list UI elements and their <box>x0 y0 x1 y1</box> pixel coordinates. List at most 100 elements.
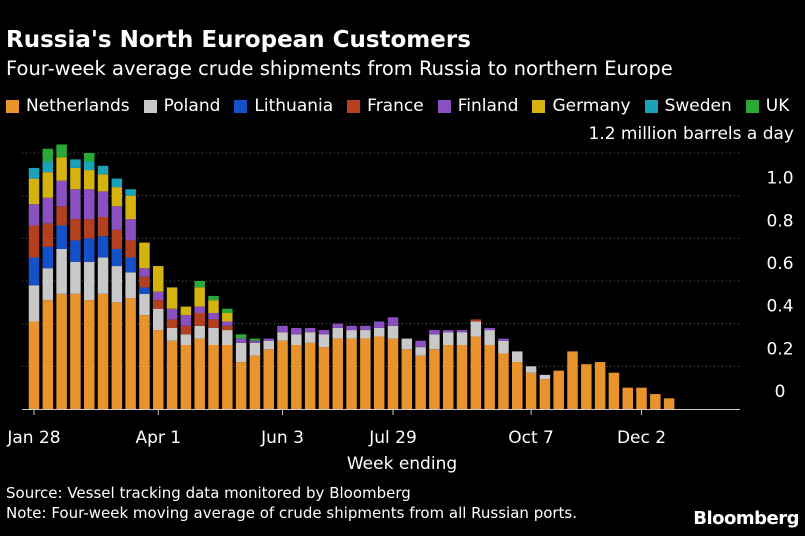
bar-segment-lithuania <box>125 257 136 273</box>
bar-segment-poland <box>442 332 454 345</box>
bar-segment-netherlands <box>194 338 205 409</box>
legend-swatch-france <box>347 99 361 113</box>
bar-segment-germany <box>42 172 54 198</box>
bar-segment-netherlands <box>415 355 426 409</box>
bar-segment-poland <box>263 340 274 350</box>
bar-segment-france <box>153 300 164 309</box>
bar-segment-france <box>56 206 67 226</box>
bar-segment-uk <box>42 148 54 162</box>
legend-item-lithuania: Lithuania <box>234 96 333 116</box>
legend-swatch-poland <box>143 99 157 113</box>
bar-segment-netherlands <box>539 379 551 409</box>
bar-segment-netherlands <box>332 338 344 409</box>
bar-segment-france <box>166 319 178 328</box>
legend-swatch-uk <box>745 99 759 113</box>
bar-segment-uk <box>222 308 233 313</box>
bar-segment-poland <box>111 266 123 303</box>
x-tick-label: Jun 3 <box>260 428 304 448</box>
bar-segment-poland <box>484 330 495 345</box>
bar-segment-poland <box>97 257 109 294</box>
bar-segment-netherlands <box>442 345 454 409</box>
bar-segment-uk <box>194 281 205 288</box>
bar-segment-lithuania <box>28 257 40 286</box>
bar-segment-netherlands <box>97 293 109 409</box>
bar-segment-finland <box>277 325 288 333</box>
bar-segment-lithuania <box>56 225 67 249</box>
bar-segment-netherlands <box>139 315 150 409</box>
bar-segment-france <box>208 319 219 328</box>
bar-segment-germany <box>70 167 81 190</box>
bar-segment-poland <box>429 334 440 350</box>
legend-item-sweden: Sweden <box>644 96 732 116</box>
bar-segment-netherlands <box>304 342 316 409</box>
legend-swatch-finland <box>437 99 451 113</box>
bar-segment-finland <box>97 191 109 217</box>
unit-label: 1.2 million barrels a day <box>588 124 794 144</box>
bar-segment-netherlands <box>208 345 219 409</box>
bar-segment-netherlands <box>346 338 357 409</box>
bar-segment-poland <box>153 308 164 331</box>
bar-segment-germany <box>194 287 205 307</box>
legend-label: Lithuania <box>254 96 334 116</box>
bar-segment-lithuania <box>111 249 123 267</box>
bar-segment-germany <box>180 306 192 316</box>
bar-segment-poland <box>415 347 426 356</box>
bar-segment-lithuania <box>97 236 109 258</box>
bar-segment-sweden <box>42 161 54 173</box>
bar-segment-france <box>111 229 123 249</box>
bar-segment-germany <box>153 266 164 292</box>
bar-segment-netherlands <box>594 362 606 409</box>
bar-segment-finland <box>442 330 454 333</box>
bar-segment-finland <box>83 189 95 220</box>
bar-segment-poland <box>539 374 551 380</box>
bar-segment-finland <box>263 338 274 341</box>
bar-segment-france <box>194 313 205 326</box>
x-tick-label: Oct 7 <box>508 428 554 448</box>
bar-segment-poland <box>139 293 150 316</box>
x-tick-label: Jul 29 <box>368 428 417 448</box>
legend-swatch-netherlands <box>6 99 19 113</box>
bar-segment-finland <box>332 323 344 328</box>
x-tick-label: Dec 2 <box>617 428 666 448</box>
bar-segment-netherlands <box>650 394 661 409</box>
bar-segment-netherlands <box>622 387 633 409</box>
bloomberg-logo: Bloomberg <box>693 508 799 529</box>
bar-segment-france <box>139 276 150 288</box>
legend-item-uk: UK <box>745 96 789 116</box>
bar-segment-lithuania <box>42 246 54 269</box>
bar-segment-germany <box>139 242 150 269</box>
legend-label: France <box>367 96 424 116</box>
bar-segment-finland <box>373 321 385 328</box>
legend-label: Sweden <box>664 96 732 116</box>
bar-segment-france <box>222 325 233 331</box>
bar-segment-netherlands <box>360 338 371 409</box>
bar-segment-netherlands <box>222 345 233 409</box>
methodology-note: Note: Four-week moving average of crude … <box>6 504 578 522</box>
bar-segment-uk <box>249 338 261 341</box>
bar-segment-uk <box>56 144 67 158</box>
bar-segment-finland <box>415 340 426 348</box>
bar-segment-netherlands <box>525 372 537 409</box>
bar-segment-poland <box>194 325 205 339</box>
bar-segment-sweden <box>125 189 136 196</box>
bar-segment-finland <box>360 325 371 331</box>
bar-segment-germany <box>222 313 233 322</box>
bar-segment-finland <box>249 340 261 343</box>
bar-segment-france <box>83 219 95 239</box>
bar-segment-sweden <box>28 167 40 179</box>
bar-segment-poland <box>512 351 523 363</box>
bar-segment-uk <box>208 295 219 301</box>
bar-segment-poland <box>70 261 81 294</box>
bar-segment-uk <box>235 334 247 339</box>
legend-swatch-sweden <box>644 99 658 113</box>
bar-segment-poland <box>125 272 136 299</box>
bar-segment-poland <box>291 334 302 345</box>
bar-segment-france <box>42 223 54 247</box>
bar-segment-poland <box>373 327 385 337</box>
bar-segment-germany <box>125 195 136 220</box>
bar-segment-poland <box>332 327 344 339</box>
bar-segment-finland <box>291 327 302 335</box>
bar-segment-poland <box>456 332 468 345</box>
bar-segment-netherlands <box>373 336 385 409</box>
chart-subtitle: Four-week average crude shipments from R… <box>6 57 673 80</box>
